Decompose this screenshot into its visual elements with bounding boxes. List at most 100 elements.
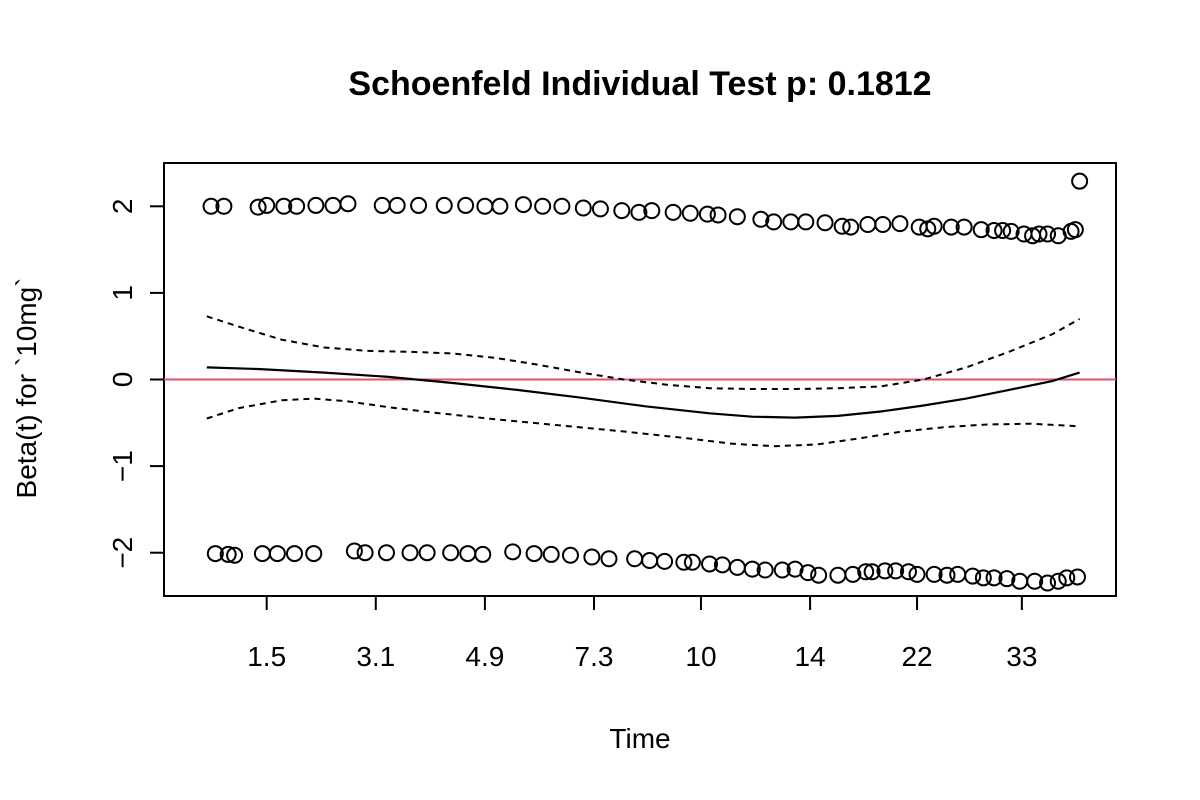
residual-point [799,564,817,582]
residual-point [457,196,475,214]
x-tick-label: 22 [901,641,932,672]
residual-point [285,545,303,563]
residual-point [844,565,862,583]
residual-point [765,213,783,231]
y-tick-label: 0 [107,372,138,388]
residual-point [701,555,719,573]
residual-point [514,196,532,214]
residual-point [249,198,267,216]
y-tick-label: 2 [107,199,138,215]
residual-point [324,196,342,214]
x-axis-label: Time [609,723,670,754]
x-tick-label: 7.3 [575,641,614,672]
residual-point [942,218,960,236]
residual-point [305,545,323,563]
residual-point [829,566,847,584]
residual-point [964,567,982,585]
residual-point [728,208,746,226]
x-tick-label: 4.9 [465,641,504,672]
y-axis-label: Beta(t) for `10mg` [11,278,42,499]
residual-point [288,197,306,215]
residual-point [857,563,875,581]
residual-point [525,545,543,563]
y-tick-label: −2 [107,537,138,569]
residual-point [908,565,926,583]
residual-point [681,204,699,222]
residual-point [974,569,992,587]
x-tick-label: 1.5 [247,641,286,672]
residual-point [1071,172,1089,190]
residual-point [226,546,244,564]
residual-point [859,215,877,233]
residual-point [938,566,956,584]
residual-point [275,197,293,215]
residual-point [643,202,661,220]
residual-point [534,197,552,215]
residual-point [728,558,746,576]
residual-point [752,210,770,228]
fitted-beta-line [206,366,1080,419]
lower-confidence-band [206,397,1080,448]
residual-point [356,544,374,562]
x-tick-label: 33 [1006,641,1037,672]
residual-point [656,552,674,570]
residual-point [782,213,800,231]
residual-point [925,217,943,235]
residual-point [268,545,286,563]
residual-point [459,545,477,563]
x-tick-label: 3.1 [356,641,395,672]
residual-point [206,545,224,563]
residual-point [435,196,453,214]
upper-confidence-band [206,315,1081,390]
residual-point [401,544,419,562]
residual-point [998,570,1016,588]
residual-point [553,197,571,215]
residual-point [1039,225,1057,243]
residual-point [600,550,618,568]
residual-point [542,545,560,563]
residual-point [1039,574,1057,592]
residual-point [339,195,357,213]
x-tick-label: 14 [794,641,825,672]
residual-point [887,562,905,580]
residual-point [583,548,601,566]
residual-point [709,206,727,224]
plot-area: −2 −1 0 1 2 1.5 3.1 4.9 7.3 10 14 22 33 [107,162,1117,672]
residual-point [215,197,233,215]
residual-point [985,569,1003,587]
residual-point [491,197,509,215]
residual-point [972,221,990,239]
residual-point [810,566,828,584]
residual-point [442,544,460,562]
residual-point [756,561,774,579]
residual-point [874,215,892,233]
residual-point [253,545,271,563]
residual-point [786,560,804,578]
residual-point [698,205,716,223]
residual-point [833,217,851,235]
residual-point [307,196,325,214]
residual-point [863,563,881,581]
residual-point [641,551,659,569]
residual-point [258,196,276,214]
residual-point [591,200,609,218]
residual-point [675,553,693,571]
residual-point [891,215,909,233]
residual-point [994,222,1012,240]
residual-point [202,197,220,215]
residual-point [1002,222,1020,240]
chart-title: Schoenfeld Individual Test p: 0.1812 [348,65,931,103]
residual-point [949,565,967,583]
residual-point [985,222,1003,240]
residual-point [1058,569,1076,587]
residual-point [899,563,917,581]
residual-point [410,196,428,214]
residual-point [664,203,682,221]
residual-point [773,561,791,579]
residual-point [474,545,492,563]
residual-point [219,545,237,563]
residual-point [1049,572,1067,590]
y-tick-label: 1 [107,285,138,301]
residual-point [955,218,973,236]
